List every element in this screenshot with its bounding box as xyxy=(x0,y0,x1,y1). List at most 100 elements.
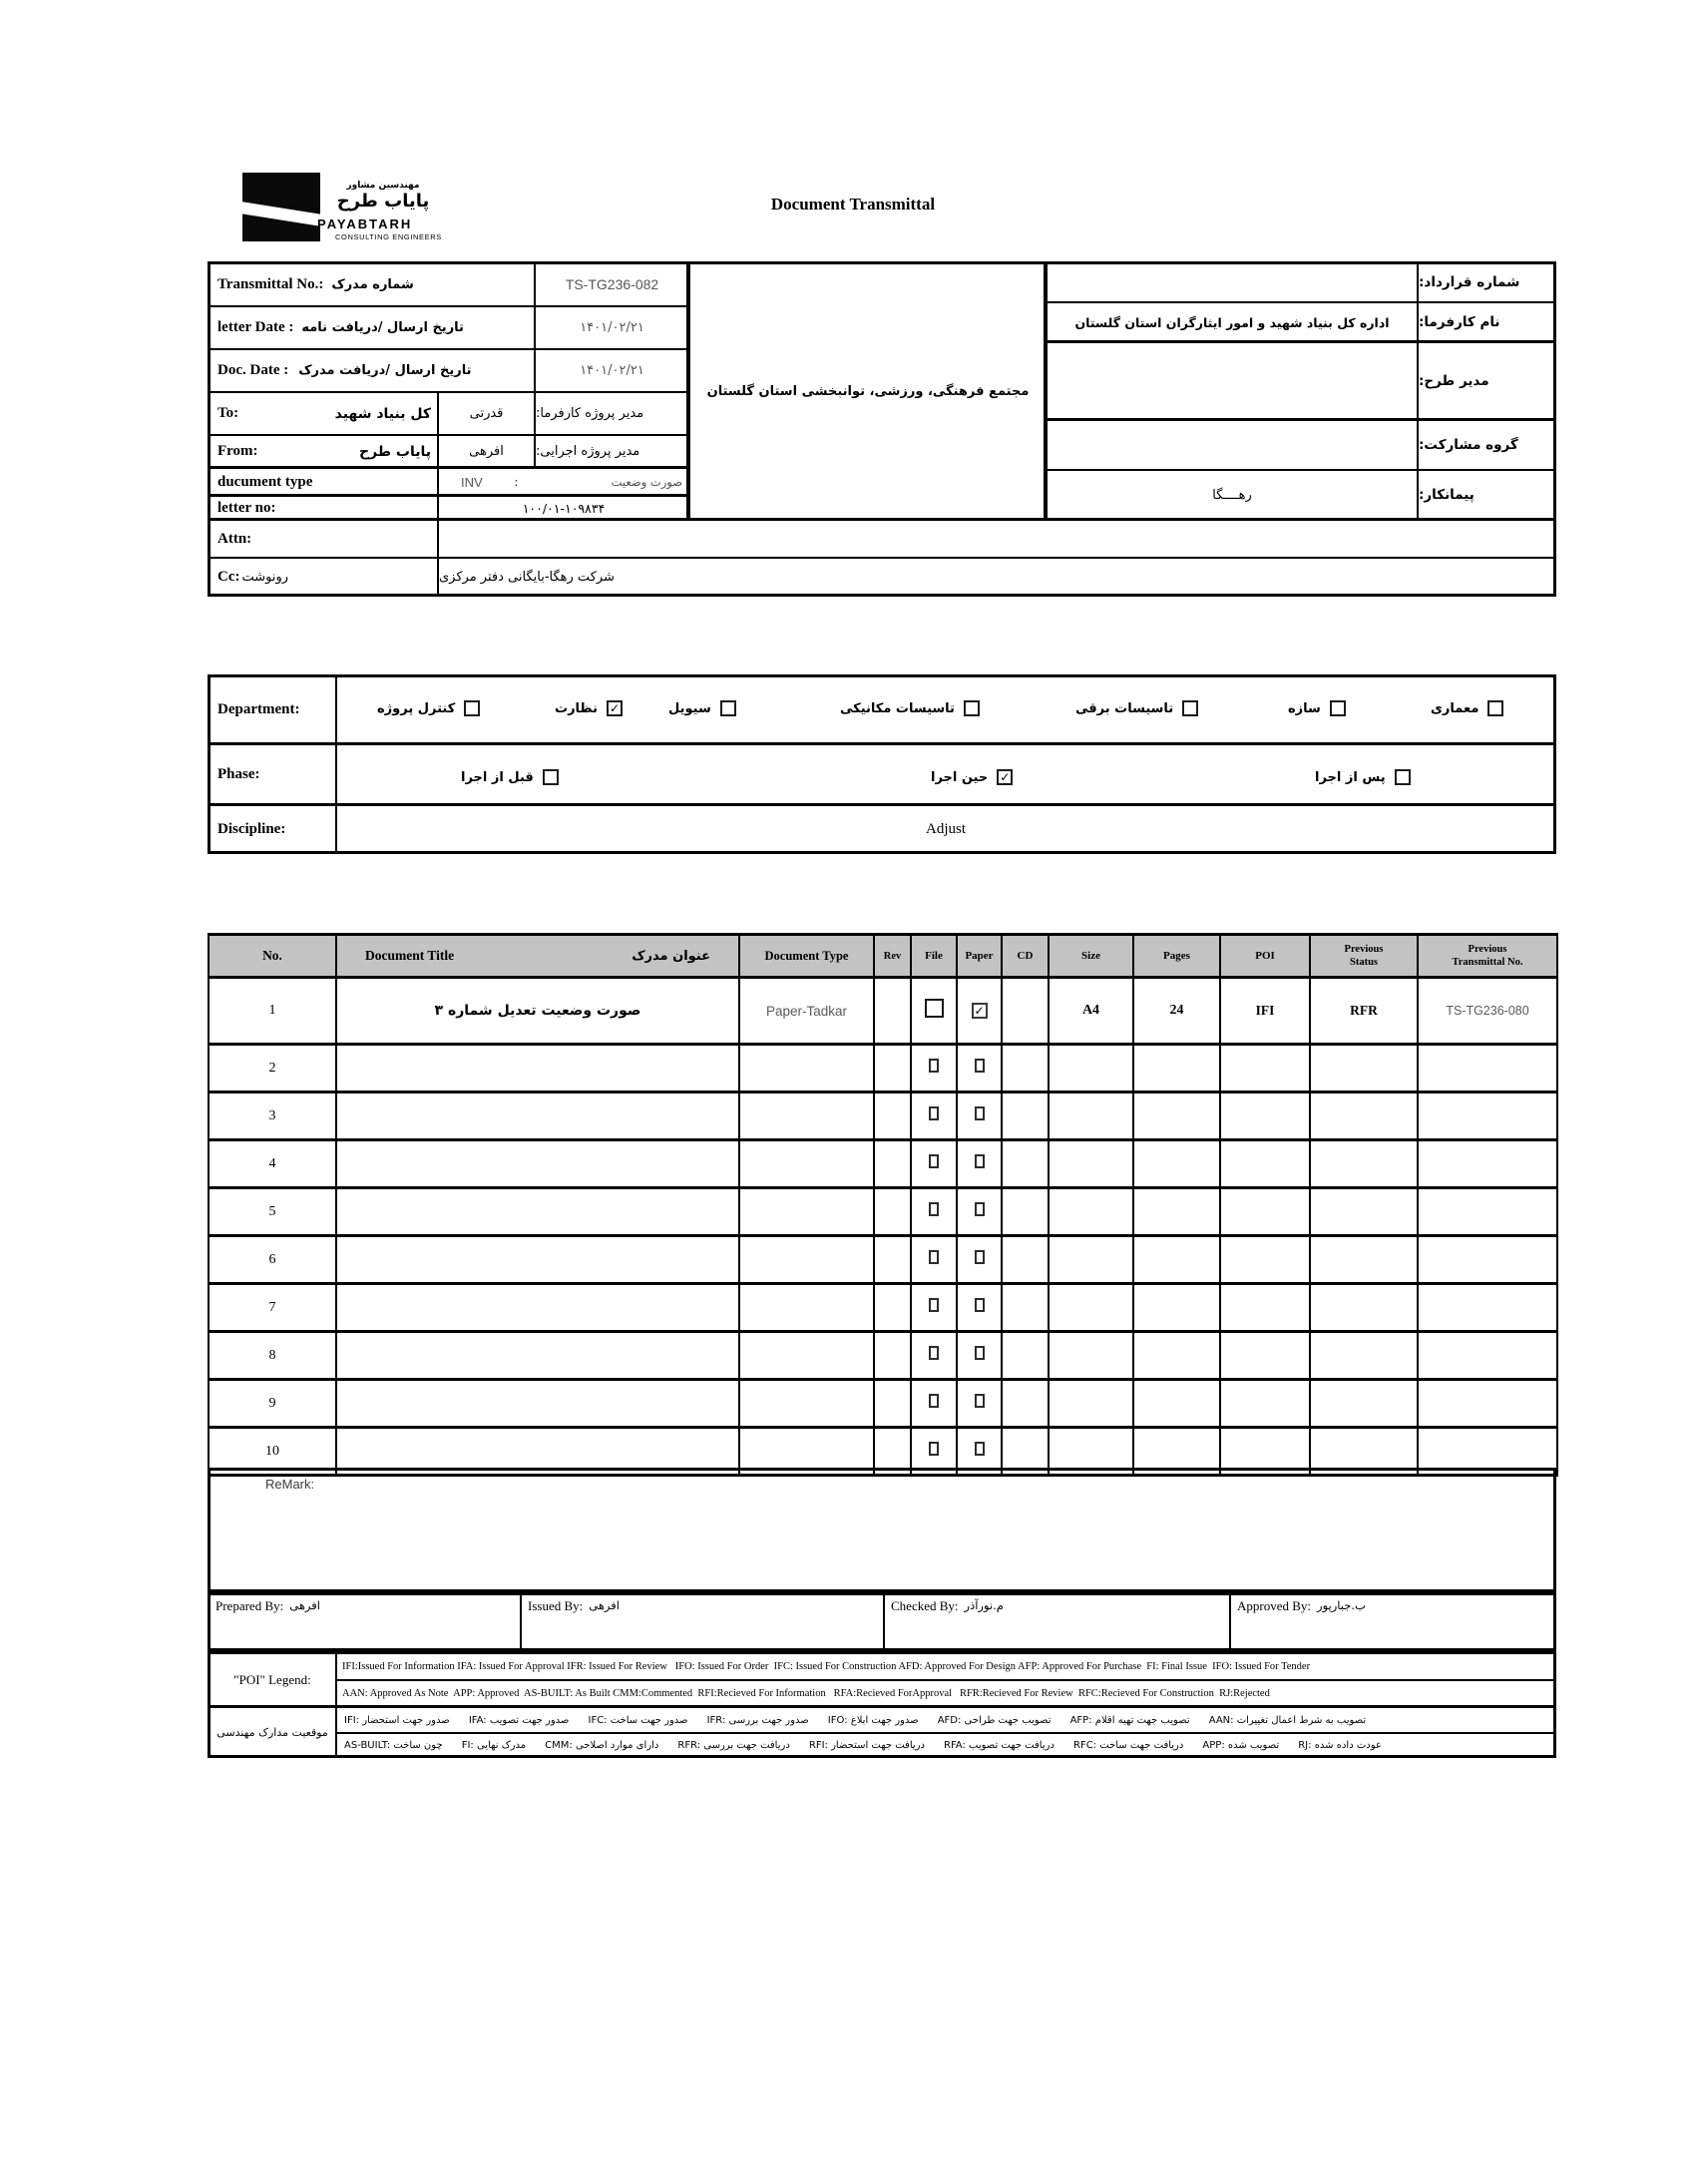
partnership-label: گروه مشارکت: xyxy=(1419,437,1518,453)
transmittal-no-label: Transmittal No.: xyxy=(217,275,324,292)
page-title: Document Transmittal xyxy=(770,195,936,214)
discipline-label-cell: Discipline: xyxy=(208,804,337,854)
cell-pages xyxy=(1132,1330,1221,1381)
cell-poi xyxy=(1219,1138,1311,1189)
cell-prev_status xyxy=(1309,1330,1419,1381)
cell-prev_status xyxy=(1309,1043,1419,1093)
partnership-label-cell: گروه مشارکت: xyxy=(1417,419,1556,471)
file-checkbox[interactable] xyxy=(929,1394,939,1408)
cell-type xyxy=(738,1043,875,1093)
cell-prev_status xyxy=(1309,1138,1419,1189)
cell-file xyxy=(910,1330,958,1381)
cell-file xyxy=(910,1282,958,1333)
cell-poi xyxy=(1219,1330,1311,1381)
cell-paper: ✓ xyxy=(956,976,1003,1046)
file-checkbox[interactable] xyxy=(929,1202,939,1216)
fa-legend-label: موقعیت مدارک مهندسی xyxy=(216,1725,328,1739)
to-label: To: xyxy=(217,405,239,421)
cell-cd xyxy=(1001,1091,1050,1141)
department-options-cell xyxy=(335,674,1556,745)
cell-type xyxy=(738,1330,875,1381)
attn-label-cell: Attn: xyxy=(208,519,439,559)
file-checkbox[interactable] xyxy=(929,1154,939,1168)
to-value: کل بنیاد شهید xyxy=(334,405,431,422)
cc-label: Cc: xyxy=(217,568,240,585)
document-type-label-cell: ducument type xyxy=(208,467,439,497)
header-prev-transmittal: Previous Transmittal No. xyxy=(1417,933,1558,979)
cell-no: 9 xyxy=(208,1378,337,1429)
cell-no: 4 xyxy=(208,1138,337,1189)
doc-date-label-cell: Doc. Date : تاریخ ارسال /دریافت مدرک xyxy=(208,348,536,393)
cell-no: 1 xyxy=(208,976,337,1046)
cell-cd xyxy=(1001,1138,1050,1189)
paper-checkbox[interactable] xyxy=(974,1346,985,1360)
discipline-value-cell: Adjust xyxy=(335,804,1556,854)
cell-poi: IFI xyxy=(1219,976,1311,1046)
paper-checkbox[interactable] xyxy=(974,1059,985,1073)
paper-checkbox[interactable] xyxy=(974,1202,985,1216)
contract-no-value-cell xyxy=(1046,261,1419,303)
letter-no-label: letter no: xyxy=(217,499,276,516)
cell-poi xyxy=(1219,1378,1311,1429)
department-label-cell: Department: xyxy=(208,674,337,745)
file-checkbox[interactable] xyxy=(929,1059,939,1073)
file-checkbox[interactable] xyxy=(929,1442,939,1456)
cell-rev xyxy=(873,976,912,1046)
cell-paper xyxy=(956,1186,1003,1237)
cell-prev_transmittal: TS-TG236-080 xyxy=(1417,976,1558,1046)
cell-paper xyxy=(956,1282,1003,1333)
table-row: 6 xyxy=(208,1234,1558,1285)
cell-cd xyxy=(1001,1330,1050,1381)
cell-type xyxy=(738,1186,875,1237)
header-paper: Paper xyxy=(956,933,1003,979)
cell-prev_status xyxy=(1309,1282,1419,1333)
to-manager-cell: قدرتی xyxy=(437,391,536,436)
documents-table: No. Document Title عنوان مدرک Document T… xyxy=(208,933,1558,1477)
contract-no-label-cell: شماره قرارداد: xyxy=(1417,261,1556,303)
discipline-label: Discipline: xyxy=(217,820,286,837)
issued-by-label: Issued By: xyxy=(528,1598,584,1613)
cell-rev xyxy=(873,1091,912,1141)
paper-checkbox-checked[interactable]: ✓ xyxy=(971,1003,988,1019)
issued-by-cell: Issued By: افرهی xyxy=(520,1592,885,1651)
paper-checkbox[interactable] xyxy=(974,1250,985,1264)
client-name-value: اداره کل بنیاد شهید و امور ایثارگران است… xyxy=(1074,314,1390,330)
design-manager-value-cell xyxy=(1046,341,1419,421)
file-checkbox[interactable] xyxy=(929,1346,939,1360)
contractor-label-cell: پیمانکار: xyxy=(1417,469,1556,521)
paper-checkbox[interactable] xyxy=(974,1154,985,1168)
project-name: مجتمع فرهنگی، ورزشی، توانبخشی استان گلست… xyxy=(706,383,1030,399)
cell-prev_transmittal xyxy=(1417,1186,1558,1237)
cell-rev xyxy=(873,1234,912,1285)
file-checkbox[interactable] xyxy=(924,999,944,1018)
cell-size xyxy=(1048,1330,1134,1381)
cell-title: صورت وضعیت تعدیل شماره ۳ xyxy=(335,976,740,1046)
design-manager-label: مدیر طرح: xyxy=(1419,373,1489,389)
letter-date-value-cell: ۱۴۰۱/۰۲/۲۱ xyxy=(534,305,690,350)
cell-title xyxy=(335,1043,740,1093)
paper-checkbox[interactable] xyxy=(974,1442,985,1456)
to-cell: To: کل بنیاد شهید xyxy=(208,391,439,436)
from-value: پایاب طرح xyxy=(359,443,431,460)
cell-pages xyxy=(1132,1234,1221,1285)
document-type-colon: : xyxy=(514,474,519,489)
cell-size xyxy=(1048,1378,1134,1429)
cell-type xyxy=(738,1138,875,1189)
cell-title xyxy=(335,1378,740,1429)
letter-date-label: letter Date : xyxy=(217,319,294,335)
paper-checkbox[interactable] xyxy=(974,1298,985,1312)
cell-file xyxy=(910,1186,958,1237)
prepared-by-cell: Prepared By: افرهی xyxy=(208,1592,522,1651)
paper-checkbox[interactable] xyxy=(974,1394,985,1408)
file-checkbox[interactable] xyxy=(929,1250,939,1264)
file-checkbox[interactable] xyxy=(929,1106,939,1120)
file-checkbox[interactable] xyxy=(929,1298,939,1312)
from-label: From: xyxy=(217,443,258,459)
partnership-value-cell xyxy=(1046,419,1419,471)
table-row: 2 xyxy=(208,1043,1558,1093)
cell-rev xyxy=(873,1330,912,1381)
from-manager-label: مدیر پروژه اجرایی: xyxy=(536,444,640,459)
phase-options-cell xyxy=(335,743,1556,806)
paper-checkbox[interactable] xyxy=(974,1106,985,1120)
cell-rev xyxy=(873,1378,912,1429)
